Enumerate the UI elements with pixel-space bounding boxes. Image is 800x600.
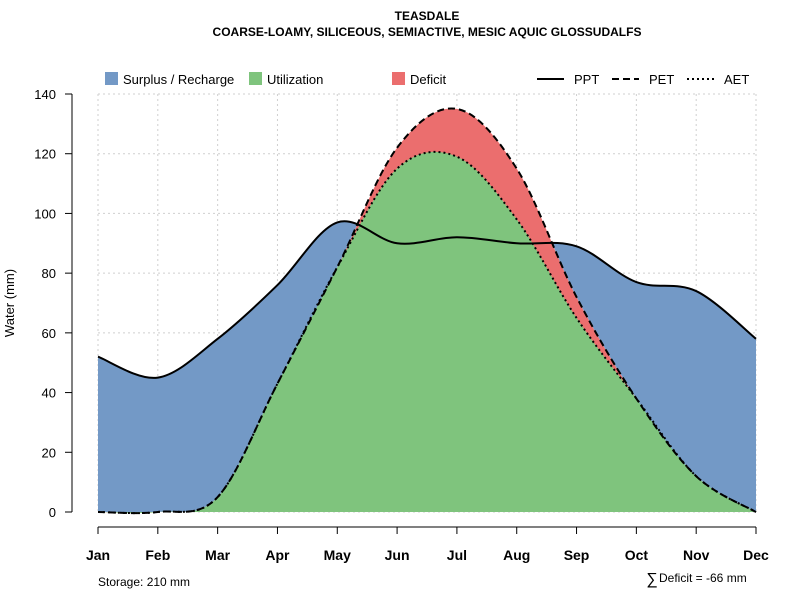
legend-label-deficit: Deficit <box>410 72 447 87</box>
ppt-line <box>97 220 757 379</box>
x-tick-label-aug: Aug <box>503 547 530 563</box>
x-tick-label-jun: Jun <box>385 547 410 563</box>
legend-label-ppt: PPT <box>574 72 599 87</box>
x-tick-label-may: May <box>324 547 351 563</box>
x-tick-label-jan: Jan <box>86 547 110 563</box>
areas <box>98 108 756 514</box>
utilization-area <box>98 151 756 514</box>
storage-note: Storage: 210 mm <box>98 575 190 589</box>
legend-swatch-surplus <box>105 72 118 85</box>
series-lines <box>97 107 757 515</box>
chart-title: TEASDALE <box>395 9 460 23</box>
x-tick-label-oct: Oct <box>625 547 649 563</box>
surplus-area <box>98 221 756 512</box>
y-axis-label: Water (mm) <box>2 269 17 337</box>
legend-label-utilization: Utilization <box>267 72 323 87</box>
legend-swatch-utilization <box>249 72 262 85</box>
y-tick-label-80: 80 <box>42 266 56 281</box>
deficit-note: Deficit = -66 mm <box>659 571 747 585</box>
legend-label-pet: PET <box>649 72 674 87</box>
legend-swatch-deficit <box>392 72 405 85</box>
surplus-area-group <box>98 221 756 512</box>
pet-line <box>97 107 757 515</box>
legend: Surplus / Recharge Utilization Deficit P… <box>105 72 749 87</box>
y-tick-label-40: 40 <box>42 386 56 401</box>
y-tick-label-20: 20 <box>42 445 56 460</box>
chart-subtitle: COARSE-LOAMY, SILICEOUS, SEMIACTIVE, MES… <box>213 25 642 39</box>
x-tick-label-nov: Nov <box>683 547 710 563</box>
x-tick-label-feb: Feb <box>145 547 170 563</box>
axes: 0 20 40 60 80 100 120 140 Jan Feb Mar Apr May Jun Jul A… <box>34 87 769 563</box>
y-tick-label-120: 120 <box>34 147 56 162</box>
x-tick-label-dec: Dec <box>743 547 769 563</box>
x-tick-label-apr: Apr <box>265 547 290 563</box>
y-tick-label-0: 0 <box>49 505 56 520</box>
x-tick-label-sep: Sep <box>564 547 590 563</box>
y-tick-label-100: 100 <box>34 206 56 221</box>
legend-label-aet: AET <box>724 72 749 87</box>
legend-label-surplus: Surplus / Recharge <box>123 72 234 87</box>
x-tick-label-jul: Jul <box>447 547 467 563</box>
x-tick-label-mar: Mar <box>205 547 230 563</box>
y-tick-label-60: 60 <box>42 326 56 341</box>
deficit-symbol: ∑ <box>646 571 657 588</box>
y-tick-label-140: 140 <box>34 87 56 102</box>
